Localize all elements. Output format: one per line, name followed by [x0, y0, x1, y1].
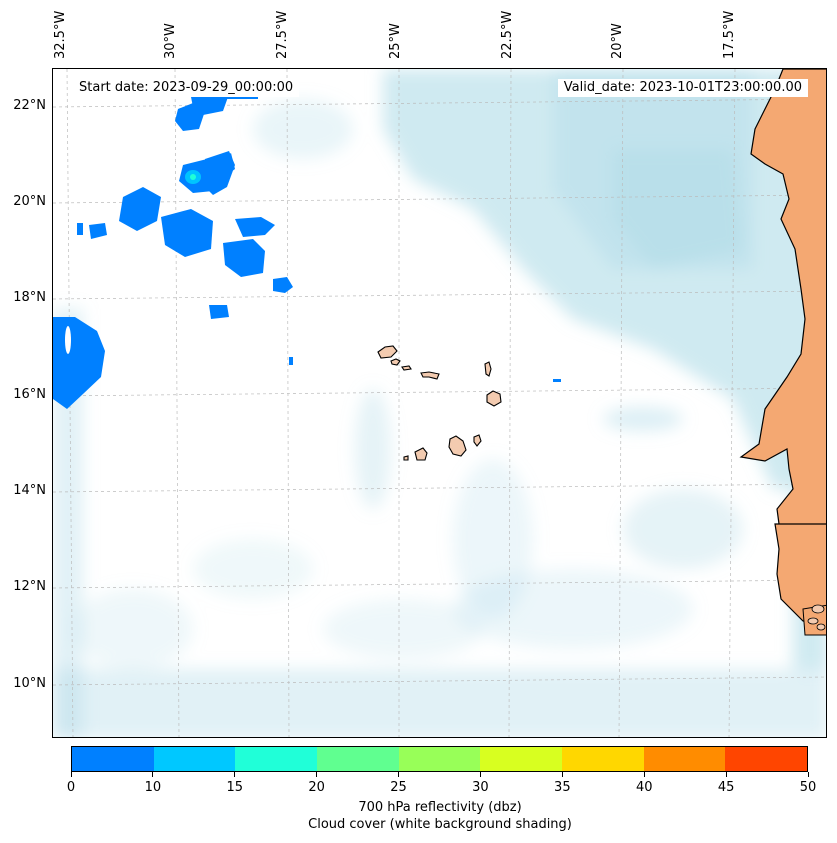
colorbar-tick-label: 30	[472, 780, 489, 795]
colorbar-tick	[234, 772, 236, 777]
colorbar-segment	[643, 747, 726, 771]
lon-label: 20°W	[610, 23, 625, 59]
colorbar-segment	[72, 747, 154, 771]
lon-label: 17.5°W	[722, 10, 737, 59]
cape-verde-islands	[377, 345, 502, 461]
reflectivity-cells	[53, 95, 561, 409]
colorbar-tick	[316, 772, 318, 777]
colorbar-tick	[70, 772, 72, 777]
lon-label: 30°W	[163, 23, 178, 59]
lat-label: 22°N	[13, 98, 46, 113]
lon-label: 32.5°W	[53, 10, 68, 59]
colorbar-tick-label: 50	[799, 780, 817, 795]
colorbar-tick-label: 35	[554, 780, 571, 795]
lat-label: 12°N	[13, 579, 46, 594]
colorbar-tick-label: 20	[308, 780, 325, 795]
lon-label: 27.5°W	[275, 10, 290, 59]
colorbar-segment	[235, 747, 318, 771]
map-panel[interactable]: Start date: 2023-09-29_00:00:00 Valid_da…	[52, 68, 827, 738]
colorbar-tick-label: 15	[226, 780, 244, 795]
colorbar-sublabel: Cloud cover (white background shading)	[308, 817, 572, 832]
colorbar-tick	[152, 772, 154, 777]
colorbar-tick	[479, 772, 481, 777]
lon-label: 22.5°W	[500, 10, 515, 59]
lat-label: 10°N	[13, 676, 46, 691]
valid-date-label: Valid_date: 2023-10-01T23:00:00.00	[557, 79, 808, 97]
colorbar-tick	[807, 772, 809, 777]
lat-label: 16°N	[13, 387, 46, 402]
colorbar-segment	[562, 747, 644, 771]
graticule	[53, 69, 826, 737]
colorbar-tick-label: 40	[635, 780, 653, 795]
colorbar-segment	[153, 747, 236, 771]
colorbar-tick	[561, 772, 563, 777]
colorbar-tick	[643, 772, 645, 777]
colorbar-tick-label: 25	[390, 780, 407, 795]
colorbar-tick-label: 45	[717, 780, 735, 795]
map-canvas	[53, 69, 826, 737]
colorbar-tick-label: 10	[144, 780, 162, 795]
colorbar-segment	[317, 747, 399, 771]
africa-coast	[739, 69, 826, 636]
lon-label: 25°W	[388, 23, 403, 59]
start-date-label: Start date: 2023-09-29_00:00:00	[73, 79, 300, 97]
colorbar-label: 700 hPa reflectivity (dbz)	[358, 800, 522, 815]
colorbar-tick	[398, 772, 400, 777]
colorbar-segment	[398, 747, 481, 771]
colorbar-segment	[480, 747, 563, 771]
colorbar	[71, 746, 808, 772]
colorbar-segment	[725, 747, 808, 771]
lat-label: 18°N	[13, 290, 46, 305]
colorbar-tick-label: 0	[66, 780, 76, 795]
lat-label: 14°N	[13, 483, 46, 498]
colorbar-tick	[725, 772, 727, 777]
cloud-cover-shading	[53, 69, 826, 737]
lat-label: 20°N	[13, 194, 46, 209]
